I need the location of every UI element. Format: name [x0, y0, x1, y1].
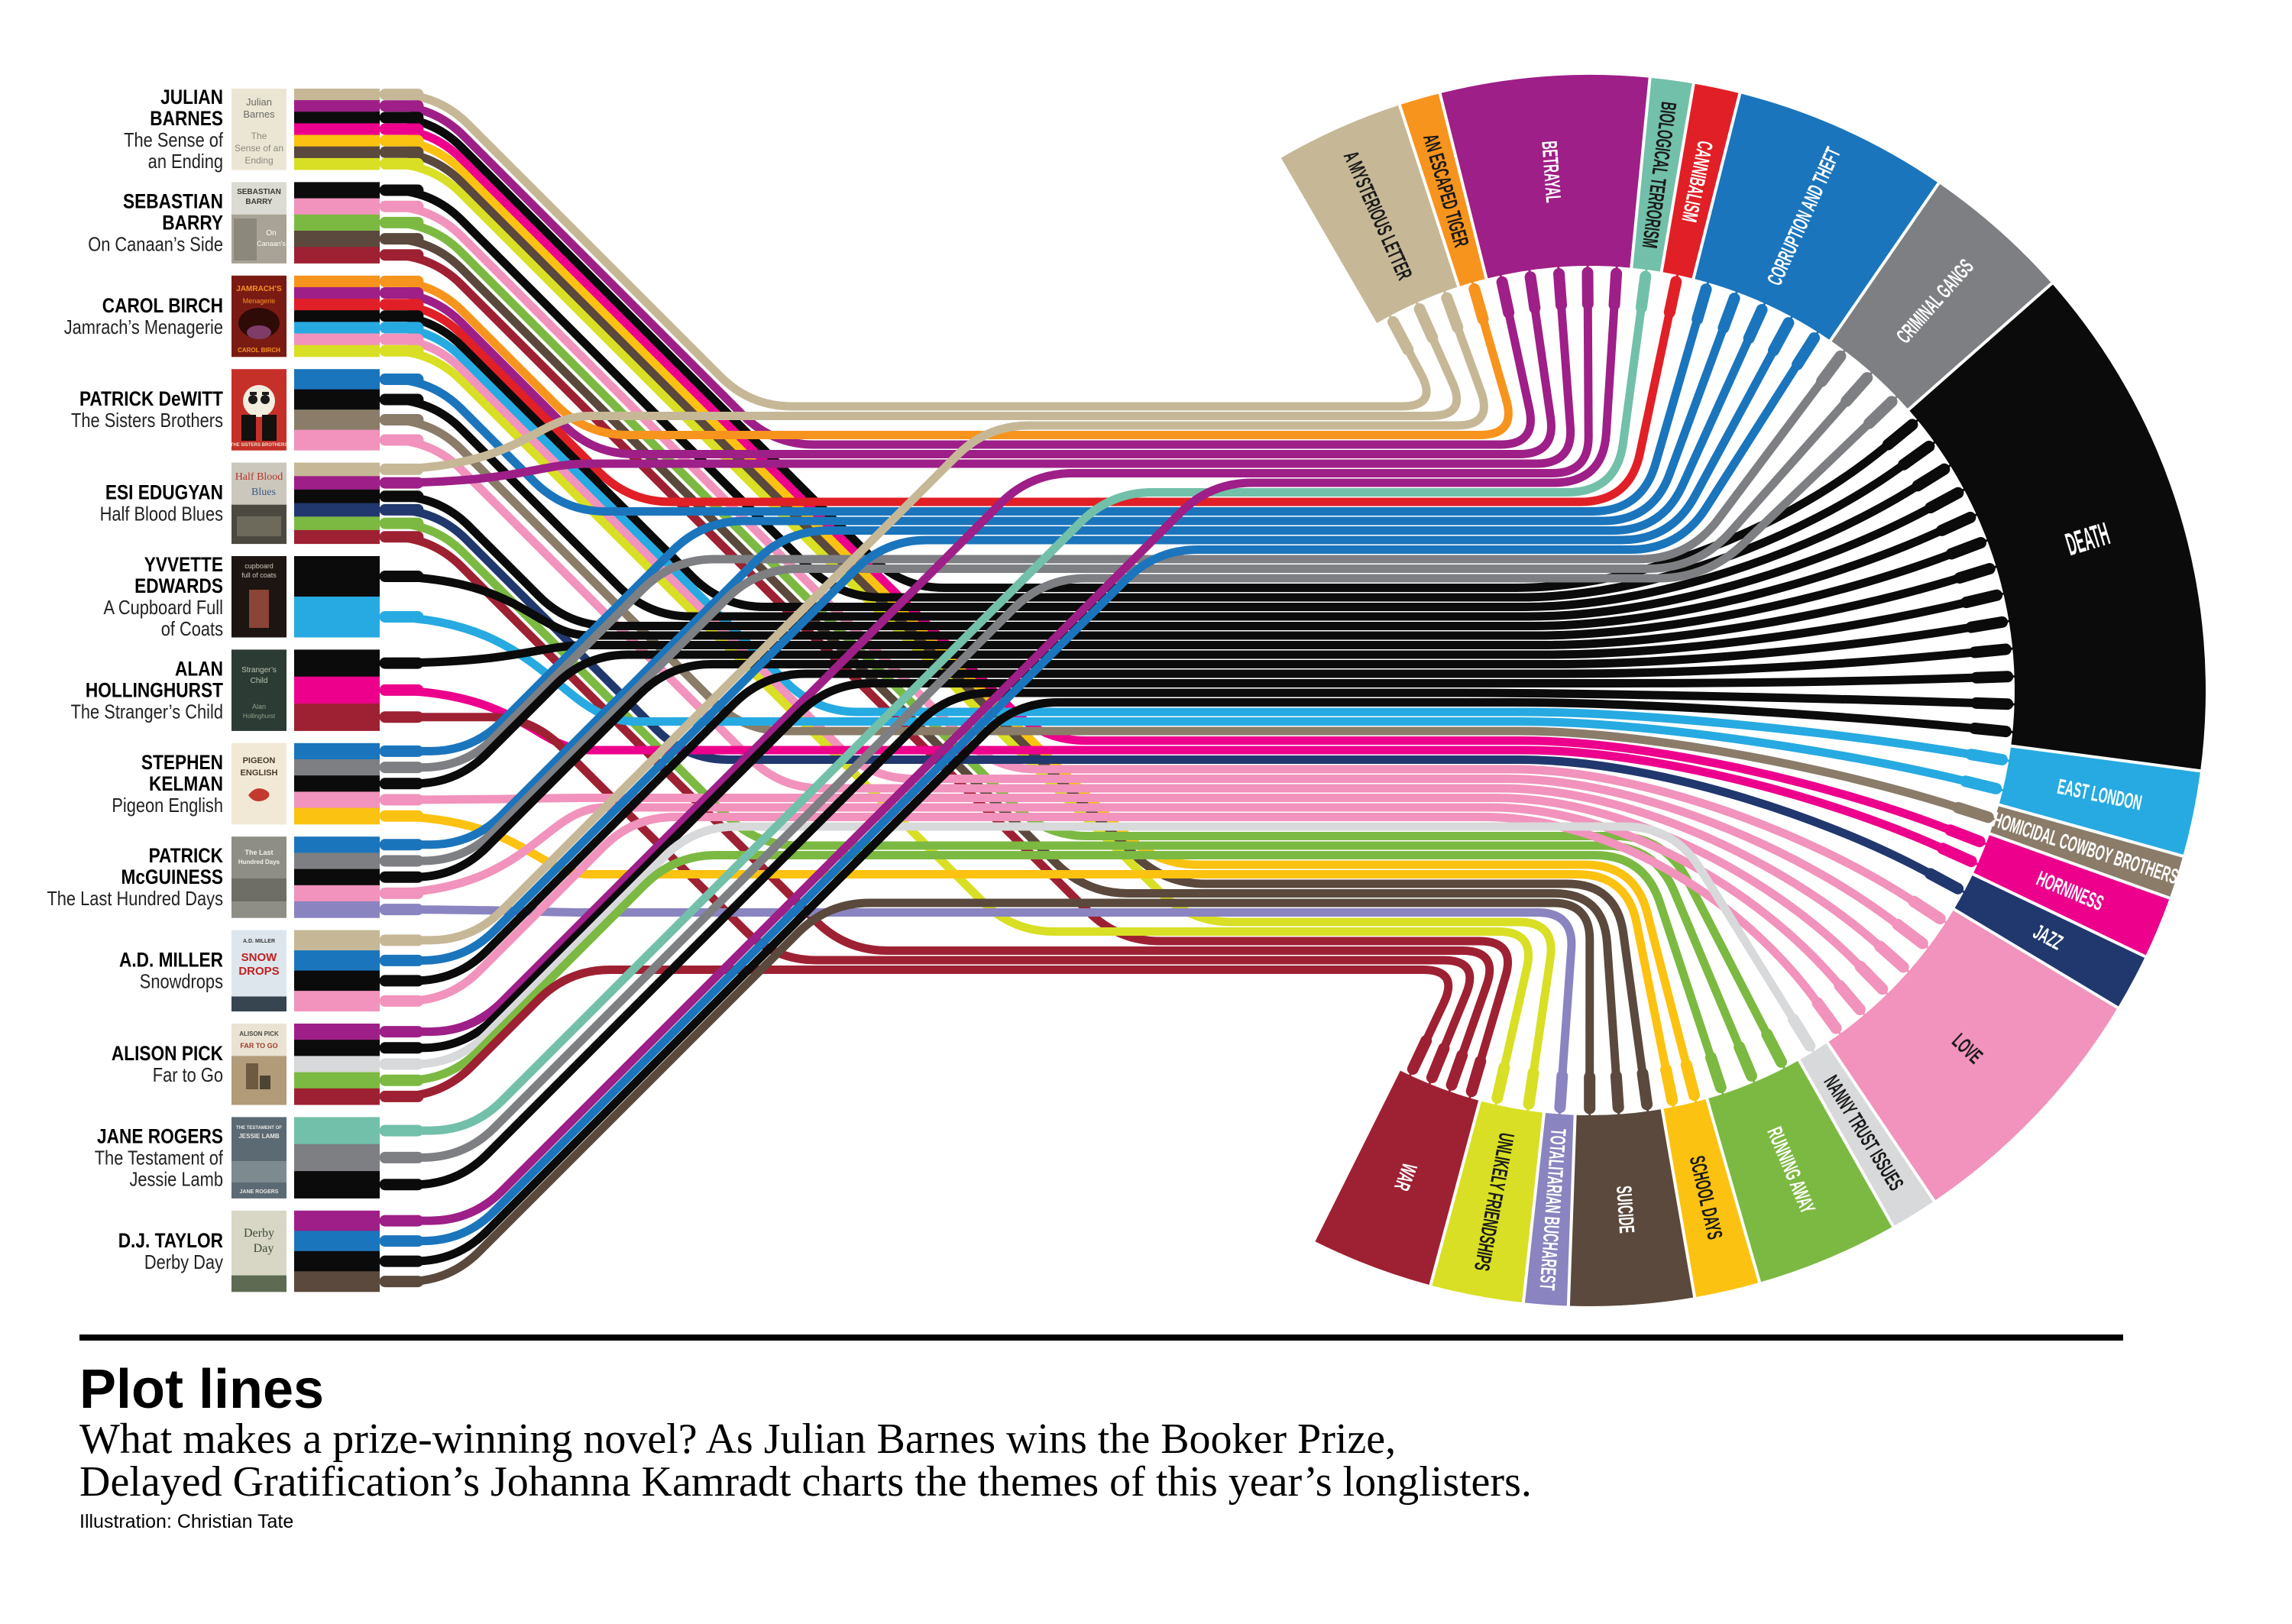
- svg-text:The Stranger’s Child: The Stranger’s Child: [71, 701, 223, 723]
- svg-text:full of coats: full of coats: [241, 571, 277, 579]
- svg-text:KELMAN: KELMAN: [149, 772, 223, 795]
- svg-text:Snowdrops: Snowdrops: [140, 971, 223, 993]
- svg-text:The Last Hundred Days: The Last Hundred Days: [47, 888, 223, 910]
- svg-text:McGUINESS: McGUINESS: [121, 865, 223, 888]
- svg-text:JESSIE LAMB: JESSIE LAMB: [238, 1133, 280, 1140]
- svg-text:ESI EDUGYAN: ESI EDUGYAN: [105, 481, 223, 504]
- svg-text:Julian: Julian: [246, 96, 272, 108]
- svg-text:Hundred Days: Hundred Days: [238, 859, 280, 865]
- svg-text:Delayed Gratification’s Johann: Delayed Gratification’s Johanna Kamradt …: [79, 1458, 1532, 1506]
- svg-text:Derby Day: Derby Day: [144, 1251, 223, 1273]
- svg-text:Derby: Derby: [244, 1227, 274, 1240]
- svg-text:ENGLISH: ENGLISH: [241, 768, 278, 778]
- svg-text:Jamrach’s Menagerie: Jamrach’s Menagerie: [64, 316, 223, 338]
- svg-text:ALAN: ALAN: [175, 658, 223, 681]
- svg-text:cupboard: cupboard: [244, 562, 274, 570]
- svg-text:JANE ROGERS: JANE ROGERS: [97, 1125, 223, 1148]
- svg-text:Pigeon English: Pigeon English: [112, 794, 223, 817]
- svg-text:of Coats: of Coats: [161, 618, 223, 640]
- svg-text:CAROL BIRCH: CAROL BIRCH: [238, 347, 280, 354]
- svg-text:PIGEON: PIGEON: [243, 756, 276, 765]
- svg-text:Child: Child: [251, 677, 268, 685]
- svg-text:The: The: [251, 131, 267, 141]
- svg-text:PATRICK DeWITT: PATRICK DeWITT: [79, 387, 223, 410]
- svg-text:Menagerie: Menagerie: [243, 297, 276, 305]
- svg-text:The Last: The Last: [244, 849, 273, 856]
- svg-text:YVVETTE: YVVETTE: [144, 553, 223, 576]
- svg-text:Plot lines: Plot lines: [79, 1359, 324, 1420]
- svg-text:Barnes: Barnes: [243, 108, 275, 120]
- svg-text:The Sense of: The Sense of: [124, 129, 223, 151]
- svg-text:JULIAN: JULIAN: [160, 86, 223, 108]
- svg-text:PATRICK: PATRICK: [149, 844, 223, 867]
- svg-text:DROPS: DROPS: [238, 965, 279, 978]
- svg-text:JANE ROGERS: JANE ROGERS: [240, 1189, 279, 1195]
- svg-text:On: On: [266, 229, 276, 238]
- svg-text:HOLLINGHURST: HOLLINGHURST: [86, 679, 223, 702]
- svg-text:SNOW: SNOW: [241, 951, 278, 964]
- svg-text:BETRAYAL: BETRAYAL: [1537, 140, 1565, 203]
- svg-text:A Cupboard Full: A Cupboard Full: [103, 597, 223, 619]
- svg-text:Half Blood: Half Blood: [235, 471, 283, 483]
- svg-text:an Ending: an Ending: [148, 150, 223, 173]
- svg-text:THE SISTERS BROTHERS: THE SISTERS BROTHERS: [231, 443, 288, 448]
- svg-text:EDWARDS: EDWARDS: [134, 574, 223, 597]
- svg-text:STEPHEN: STEPHEN: [141, 751, 223, 774]
- svg-text:BARRY: BARRY: [245, 198, 273, 206]
- svg-text:BARNES: BARNES: [150, 107, 223, 130]
- svg-text:Hollinghurst: Hollinghurst: [243, 713, 276, 720]
- svg-text:SEBASTIAN: SEBASTIAN: [123, 190, 223, 213]
- svg-text:Day: Day: [254, 1242, 274, 1255]
- svg-text:What makes a prize-winning nov: What makes a prize-winning novel? As Jul…: [79, 1415, 1396, 1463]
- svg-text:FAR TO GO: FAR TO GO: [240, 1042, 277, 1050]
- svg-text:JAMRACH’S: JAMRACH’S: [236, 285, 282, 293]
- svg-text:Blues: Blues: [251, 487, 276, 498]
- svg-text:Far to Go: Far to Go: [153, 1064, 223, 1086]
- svg-text:Half Blood Blues: Half Blood Blues: [100, 503, 223, 526]
- svg-text:Canaan's: Canaan's: [257, 240, 286, 247]
- svg-text:The Sisters Brothers: The Sisters Brothers: [71, 409, 223, 432]
- svg-text:SUICIDE: SUICIDE: [1612, 1185, 1639, 1234]
- svg-text:Sense of an: Sense of an: [235, 143, 283, 154]
- svg-text:D.J. TAYLOR: D.J. TAYLOR: [118, 1229, 223, 1252]
- svg-text:BARRY: BARRY: [162, 212, 223, 235]
- svg-text:ALISON PICK: ALISON PICK: [112, 1042, 223, 1065]
- svg-text:ALISON PICK: ALISON PICK: [239, 1030, 279, 1037]
- svg-text:On Canaan’s Side: On Canaan’s Side: [88, 234, 223, 256]
- svg-text:Illustration: Christian Tate: Illustration: Christian Tate: [79, 1511, 293, 1532]
- svg-text:A.D. MILLER: A.D. MILLER: [243, 939, 275, 944]
- svg-text:Alan: Alan: [252, 703, 266, 710]
- svg-text:A.D. MILLER: A.D. MILLER: [119, 949, 223, 972]
- svg-text:The Testament of: The Testament of: [95, 1147, 224, 1169]
- svg-text:SEBASTIAN: SEBASTIAN: [237, 188, 281, 196]
- svg-text:CAROL BIRCH: CAROL BIRCH: [102, 294, 223, 317]
- svg-text:Jessie Lamb: Jessie Lamb: [129, 1169, 223, 1191]
- svg-text:Ending: Ending: [244, 155, 273, 166]
- svg-text:THE TESTAMENT OF: THE TESTAMENT OF: [236, 1126, 282, 1131]
- svg-text:Stranger’s: Stranger’s: [241, 666, 277, 675]
